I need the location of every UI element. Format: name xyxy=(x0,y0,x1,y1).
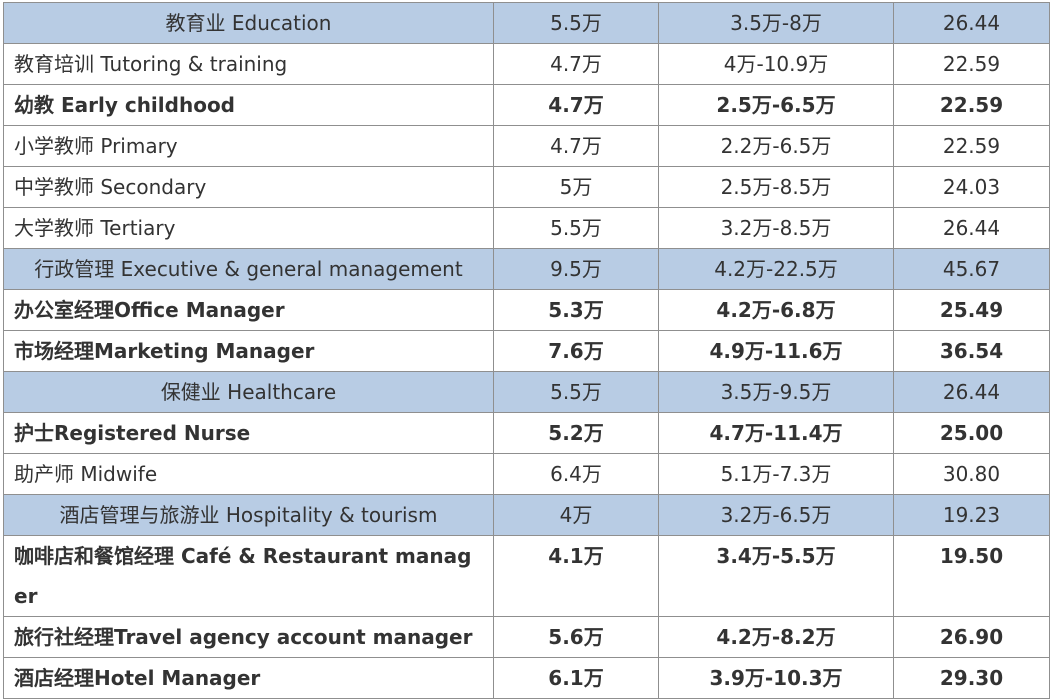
hourly-rate-cell: 26.44 xyxy=(893,2,1050,44)
median-salary-cell: 5万 xyxy=(493,166,659,208)
salary-range-cell: 3.2万-6.5万 xyxy=(658,494,894,536)
job-cell: 市场经理Marketing Manager xyxy=(3,330,494,372)
median-salary-cell: 5.6万 xyxy=(493,616,659,658)
salary-table: 教育业 Education 5.5万 3.5万-8万 26.44 教育培训 Tutori… xyxy=(3,2,1050,699)
median-salary-cell: 7.6万 xyxy=(493,330,659,372)
table-row: 教育培训 Tutoring & training 4.7万 4万-10.9万 22.5… xyxy=(3,43,1050,85)
salary-range-cell: 3.9万-10.3万 xyxy=(658,657,894,699)
salary-range-cell: 4.2万-8.2万 xyxy=(658,616,894,658)
category-row: 酒店管理与旅游业 Hospitality & tourism 4万 3.2万-6.5… xyxy=(3,494,1050,536)
salary-range-cell: 4.7万-11.4万 xyxy=(658,412,894,454)
hourly-rate-cell: 22.59 xyxy=(893,125,1050,167)
hourly-rate-cell: 26.90 xyxy=(893,616,1050,658)
job-cell: 大学教师 Tertiary xyxy=(3,207,494,249)
salary-range-cell: 3.2万-8.5万 xyxy=(658,207,894,249)
salary-range-cell: 3.5万-8万 xyxy=(658,2,894,44)
hourly-rate-cell: 22.59 xyxy=(893,43,1050,85)
table-row: 办公室经理Office Manager 5.3万 4.2万-6.8万 25.49 xyxy=(3,289,1050,331)
median-salary-cell: 6.1万 xyxy=(493,657,659,699)
table-row: 酒店经理Hotel Manager 6.1万 3.9万-10.3万 29.30 xyxy=(3,657,1050,699)
median-salary-cell: 5.2万 xyxy=(493,412,659,454)
job-cell: 助产师 Midwife xyxy=(3,453,494,495)
job-cell: 酒店经理Hotel Manager xyxy=(3,657,494,699)
hourly-rate-cell: 26.44 xyxy=(893,207,1050,249)
job-cell: 旅行社经理Travel agency account manager xyxy=(3,616,494,658)
salary-range-cell: 4万-10.9万 xyxy=(658,43,894,85)
median-salary-cell: 4.7万 xyxy=(493,84,659,126)
job-cell: 酒店管理与旅游业 Hospitality & tourism xyxy=(3,494,494,536)
job-cell: 咖啡店和餐馆经理 Café & Restaurant manager xyxy=(3,535,494,617)
salary-range-cell: 2.2万-6.5万 xyxy=(658,125,894,167)
hourly-rate-cell: 19.23 xyxy=(893,494,1050,536)
median-salary-cell: 5.5万 xyxy=(493,2,659,44)
job-cell: 护士Registered Nurse xyxy=(3,412,494,454)
table-row: 护士Registered Nurse 5.2万 4.7万-11.4万 25.00 xyxy=(3,412,1050,454)
hourly-rate-cell: 36.54 xyxy=(893,330,1050,372)
job-cell: 保健业 Healthcare xyxy=(3,371,494,413)
table-row: 旅行社经理Travel agency account manager 5.6万 4.… xyxy=(3,616,1050,658)
salary-table-body: 教育业 Education 5.5万 3.5万-8万 26.44 教育培训 Tutori… xyxy=(3,2,1050,699)
salary-range-cell: 3.5万-9.5万 xyxy=(658,371,894,413)
median-salary-cell: 5.5万 xyxy=(493,207,659,249)
job-cell: 教育培训 Tutoring & training xyxy=(3,43,494,85)
hourly-rate-cell: 26.44 xyxy=(893,371,1050,413)
hourly-rate-cell: 25.49 xyxy=(893,289,1050,331)
table-row: 市场经理Marketing Manager 7.6万 4.9万-11.6万 36.54 xyxy=(3,330,1050,372)
hourly-rate-cell: 19.50 xyxy=(893,535,1050,617)
category-row: 教育业 Education 5.5万 3.5万-8万 26.44 xyxy=(3,2,1050,44)
job-cell: 中学教师 Secondary xyxy=(3,166,494,208)
hourly-rate-cell: 25.00 xyxy=(893,412,1050,454)
table-row: 小学教师 Primary 4.7万 2.2万-6.5万 22.59 xyxy=(3,125,1050,167)
median-salary-cell: 9.5万 xyxy=(493,248,659,290)
job-cell: 幼教 Early childhood xyxy=(3,84,494,126)
median-salary-cell: 4.7万 xyxy=(493,43,659,85)
table-row: 大学教师 Tertiary 5.5万 3.2万-8.5万 26.44 xyxy=(3,207,1050,249)
job-cell: 教育业 Education xyxy=(3,2,494,44)
salary-range-cell: 4.9万-11.6万 xyxy=(658,330,894,372)
table-row: 中学教师 Secondary 5万 2.5万-8.5万 24.03 xyxy=(3,166,1050,208)
median-salary-cell: 4万 xyxy=(493,494,659,536)
median-salary-cell: 5.5万 xyxy=(493,371,659,413)
job-cell: 办公室经理Office Manager xyxy=(3,289,494,331)
salary-range-cell: 4.2万-6.8万 xyxy=(658,289,894,331)
hourly-rate-cell: 29.30 xyxy=(893,657,1050,699)
median-salary-cell: 5.3万 xyxy=(493,289,659,331)
salary-range-cell: 4.2万-22.5万 xyxy=(658,248,894,290)
salary-range-cell: 2.5万-8.5万 xyxy=(658,166,894,208)
job-cell: 小学教师 Primary xyxy=(3,125,494,167)
hourly-rate-cell: 24.03 xyxy=(893,166,1050,208)
hourly-rate-cell: 45.67 xyxy=(893,248,1050,290)
hourly-rate-cell: 30.80 xyxy=(893,453,1050,495)
median-salary-cell: 4.7万 xyxy=(493,125,659,167)
salary-range-cell: 3.4万-5.5万 xyxy=(658,535,894,617)
job-cell: 行政管理 Executive & general management xyxy=(3,248,494,290)
table-row: 幼教 Early childhood 4.7万 2.5万-6.5万 22.59 xyxy=(3,84,1050,126)
table-row: 咖啡店和餐馆经理 Café & Restaurant manager 4.1万 3.… xyxy=(3,535,1050,617)
median-salary-cell: 6.4万 xyxy=(493,453,659,495)
category-row: 行政管理 Executive & general management 9.5万 4… xyxy=(3,248,1050,290)
median-salary-cell: 4.1万 xyxy=(493,535,659,617)
salary-range-cell: 5.1万-7.3万 xyxy=(658,453,894,495)
salary-range-cell: 2.5万-6.5万 xyxy=(658,84,894,126)
table-row: 助产师 Midwife 6.4万 5.1万-7.3万 30.80 xyxy=(3,453,1050,495)
hourly-rate-cell: 22.59 xyxy=(893,84,1050,126)
category-row: 保健业 Healthcare 5.5万 3.5万-9.5万 26.44 xyxy=(3,371,1050,413)
